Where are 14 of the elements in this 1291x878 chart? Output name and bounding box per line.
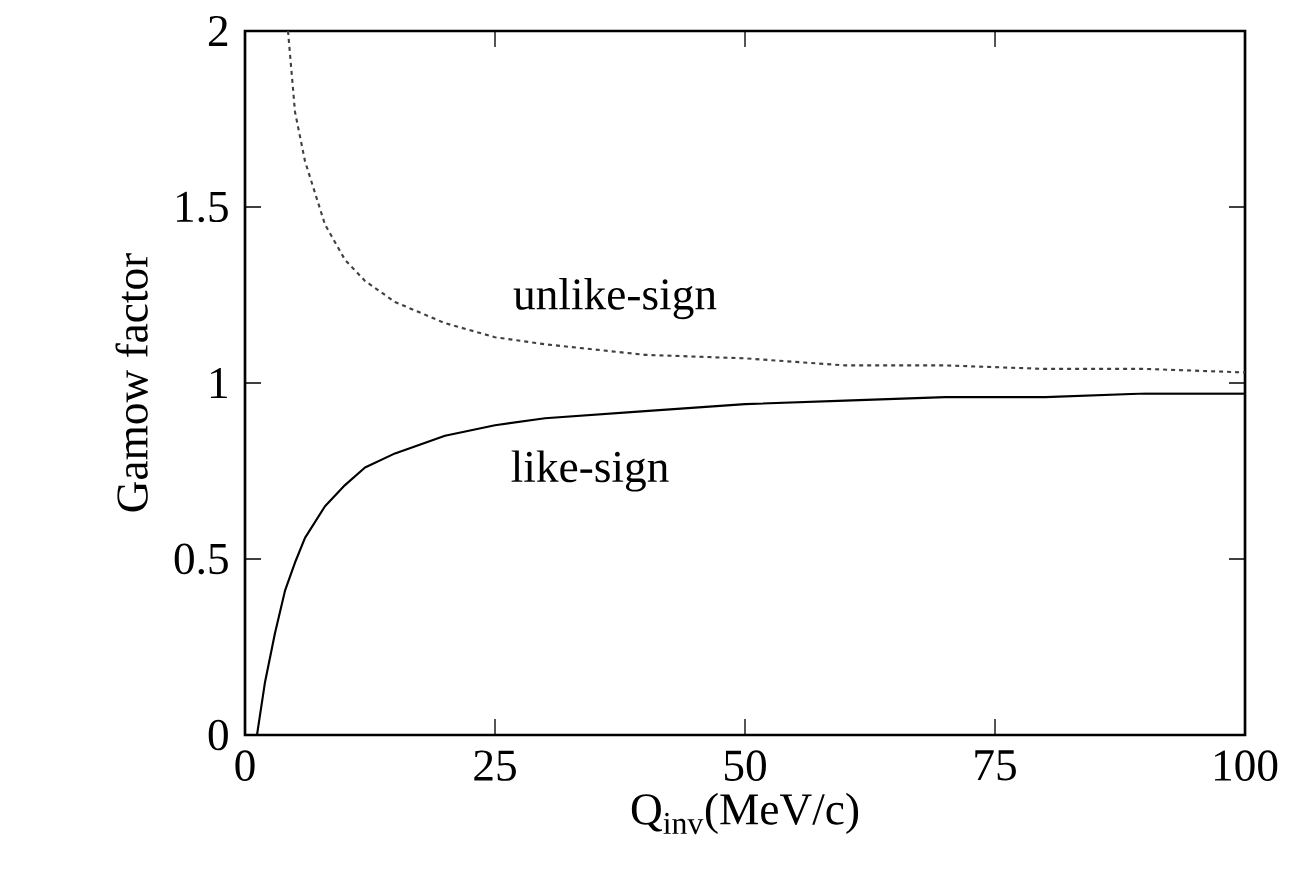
y-axis-title: Gamow factor [115, 253, 148, 512]
y-tick-label: 0.5 [174, 543, 228, 575]
y-tick-label: 1 [210, 368, 227, 398]
y-tick-label: 2 [208, 15, 228, 46]
x-tick-label: 0 [235, 750, 255, 781]
x-tick-label: 50 [724, 750, 766, 781]
x-tick-label: 100 [1215, 750, 1278, 781]
annotation: unlike-sign [513, 277, 717, 320]
y-tick-label: 0 [208, 719, 228, 751]
x-tick-label: 25 [474, 750, 516, 781]
y-tick-label: 1.5 [176, 191, 228, 223]
annotation: like-sign [511, 450, 669, 492]
x-tick-label: 75 [975, 750, 1016, 781]
x-axis-title: Q$_{inv}$(MeV/c) [631, 792, 859, 835]
